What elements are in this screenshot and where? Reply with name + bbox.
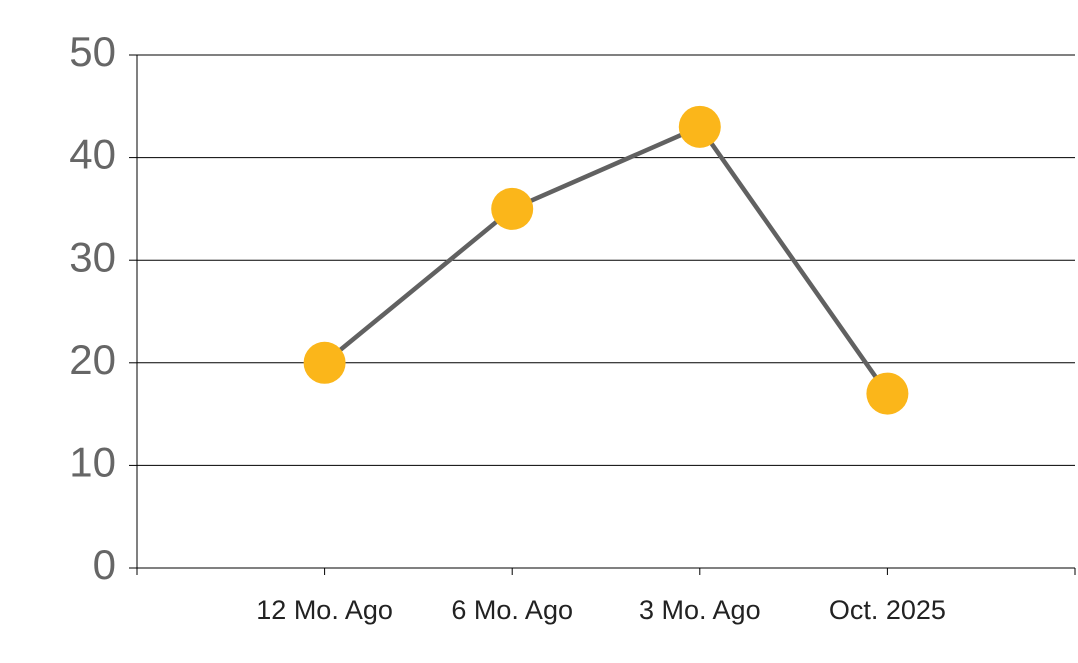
x-tick-label: 3 Mo. Ago (639, 595, 761, 625)
x-tick-label: 12 Mo. Ago (256, 595, 393, 625)
y-tick-label: 30 (69, 233, 116, 280)
line (323, 124, 890, 395)
y-tick-label: 0 (93, 541, 116, 588)
y-tick-label: 10 (69, 438, 116, 485)
x-tick-label: Oct. 2025 (829, 595, 946, 625)
x-tick-label: 6 Mo. Ago (451, 595, 573, 625)
y-tick-label: 20 (69, 336, 116, 383)
y-tick-label: 40 (69, 131, 116, 178)
marker (866, 372, 909, 415)
marker (678, 105, 721, 148)
y-tick-label: 50 (69, 28, 116, 75)
marker (303, 341, 346, 384)
marker (491, 187, 534, 230)
